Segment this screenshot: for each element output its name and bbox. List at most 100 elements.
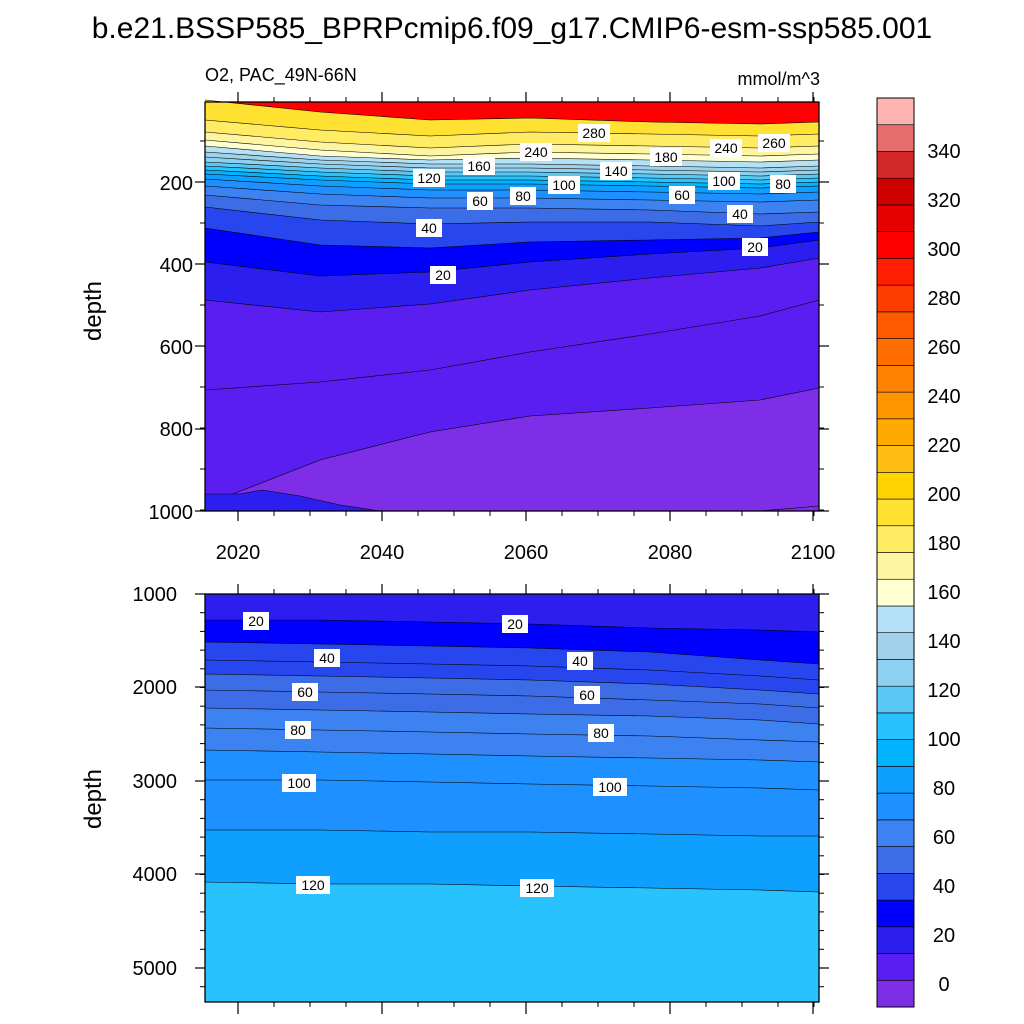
svg-text:20: 20	[248, 613, 264, 629]
upper-contour-line	[204, 194, 820, 215]
lower-contour-line	[204, 749, 820, 763]
lower-plot-frame	[204, 593, 820, 1003]
figure-title: b.e21.BSSP585_BPRPcmip6.f09_g17.CMIP6-es…	[92, 12, 932, 45]
colorbar-box	[876, 659, 915, 687]
svg-text:20: 20	[435, 267, 451, 283]
colorbar-box	[876, 204, 915, 232]
colorbar-box	[876, 899, 915, 928]
upper-contour-panel: 200 400 600 800 1000 2020 2040 2060 2080…	[149, 92, 835, 564]
colorbar-tick-label: 40	[933, 876, 955, 898]
colorbar-box	[876, 846, 915, 874]
lower-contour-fills	[204, 594, 820, 1002]
upper-contour-label: 260	[758, 134, 790, 152]
svg-text:100: 100	[712, 173, 736, 189]
colorbar-tick-label: 320	[927, 190, 960, 212]
colorbar-tick-label: 80	[933, 778, 955, 800]
lower-contour-line	[204, 707, 820, 725]
colorbar-box	[876, 471, 915, 500]
colorbar-box	[876, 819, 915, 847]
colorbar-tick-label: 120	[927, 680, 960, 702]
lower-contour-line	[204, 727, 820, 743]
svg-text:40: 40	[319, 650, 335, 666]
lower-contour-panel: 1000 2000 3000 4000 5000 20 20 40 40 60 …	[133, 584, 829, 1014]
svg-text:60: 60	[472, 193, 488, 209]
colorbar-tick-label: 340	[927, 141, 960, 163]
colorbar-box	[876, 632, 915, 660]
svg-text:60: 60	[297, 684, 313, 700]
colorbar-tick-label: 60	[933, 827, 955, 849]
lower-contour-label: 60	[574, 686, 600, 704]
colorbar-box	[876, 391, 915, 420]
lower-contour-label: 100	[282, 774, 316, 792]
colorbar-box	[876, 284, 915, 313]
colorbar-box	[876, 177, 915, 206]
colorbar-box	[876, 498, 915, 527]
upper-contour-label: 280	[578, 124, 610, 142]
upper-contour-label: 140	[600, 162, 632, 180]
colorbar-box	[876, 445, 915, 473]
svg-text:40: 40	[421, 220, 437, 236]
upper-y-tick-label: 200	[160, 173, 193, 195]
colorbar-boxes	[876, 97, 915, 1008]
upper-contour-line	[204, 156, 820, 173]
colorbar-box	[876, 685, 915, 714]
svg-text:80: 80	[515, 188, 531, 204]
upper-contour-label: 60	[467, 192, 493, 210]
colorbar-tick-label: 100	[927, 729, 960, 751]
upper-contour-line	[204, 99, 820, 125]
upper-contour-label: 120	[413, 169, 445, 187]
svg-text:240: 240	[714, 140, 738, 156]
colorbar-box	[876, 338, 915, 366]
upper-contour-line	[204, 161, 820, 177]
svg-text:260: 260	[762, 135, 786, 151]
upper-y-axis-label: depth	[80, 281, 107, 341]
upper-contour-line	[204, 387, 820, 506]
colorbar-tick-label: 180	[927, 533, 960, 555]
lower-contour-label: 80	[285, 721, 311, 739]
colorbar-box	[876, 926, 915, 954]
colorbar-tick-label: 160	[927, 582, 960, 604]
lower-contour-label: 20	[243, 612, 269, 630]
lower-fill-band	[205, 882, 819, 1002]
svg-text:120: 120	[417, 170, 441, 186]
svg-text:80: 80	[593, 725, 609, 741]
variable-label: O2, PAC_49N-66N	[205, 65, 357, 86]
lower-y-tick-label: 4000	[133, 864, 178, 886]
upper-fill-band	[205, 388, 819, 511]
lower-contour-label: 120	[520, 879, 554, 897]
lower-contour-line	[204, 641, 820, 665]
lower-contour-line	[205, 619, 820, 633]
colorbar-box	[876, 525, 915, 553]
upper-contour-label: 60	[669, 186, 695, 204]
colorbar-box	[876, 873, 915, 901]
colorbar-box	[876, 712, 915, 740]
svg-text:60: 60	[674, 187, 690, 203]
lower-fill-band	[205, 594, 819, 600]
upper-contour-label: 80	[510, 187, 536, 205]
upper-contour-label: 100	[708, 172, 740, 190]
svg-text:60: 60	[579, 687, 595, 703]
colorbar-box	[876, 124, 915, 152]
colorbar-box	[876, 739, 915, 767]
colorbar-tick-label: 140	[927, 631, 960, 653]
colorbar-box	[876, 766, 915, 794]
lower-contour-line	[204, 689, 820, 709]
colorbar-tick-label: 300	[927, 239, 960, 261]
svg-text:40: 40	[732, 206, 748, 222]
colorbar-box	[876, 97, 915, 126]
lower-y-axis-label: depth	[80, 769, 107, 829]
lower-contour-line	[205, 779, 820, 791]
colorbar-box	[876, 151, 915, 179]
lower-axis-ticks	[195, 584, 829, 1014]
colorbar-tick-label: 260	[927, 337, 960, 359]
colorbar-box	[876, 552, 915, 580]
upper-contour-label: 180	[650, 148, 682, 166]
lower-contour-line	[205, 829, 819, 837]
upper-y-tick-label: 600	[160, 337, 193, 359]
colorbar-box	[876, 979, 915, 1008]
upper-contour-line	[204, 173, 820, 189]
colorbar-tick-label: 0	[938, 974, 949, 996]
upper-contour-label: 20	[742, 238, 768, 256]
colorbar-box	[876, 311, 915, 339]
lower-contour-label: 40	[314, 649, 340, 667]
